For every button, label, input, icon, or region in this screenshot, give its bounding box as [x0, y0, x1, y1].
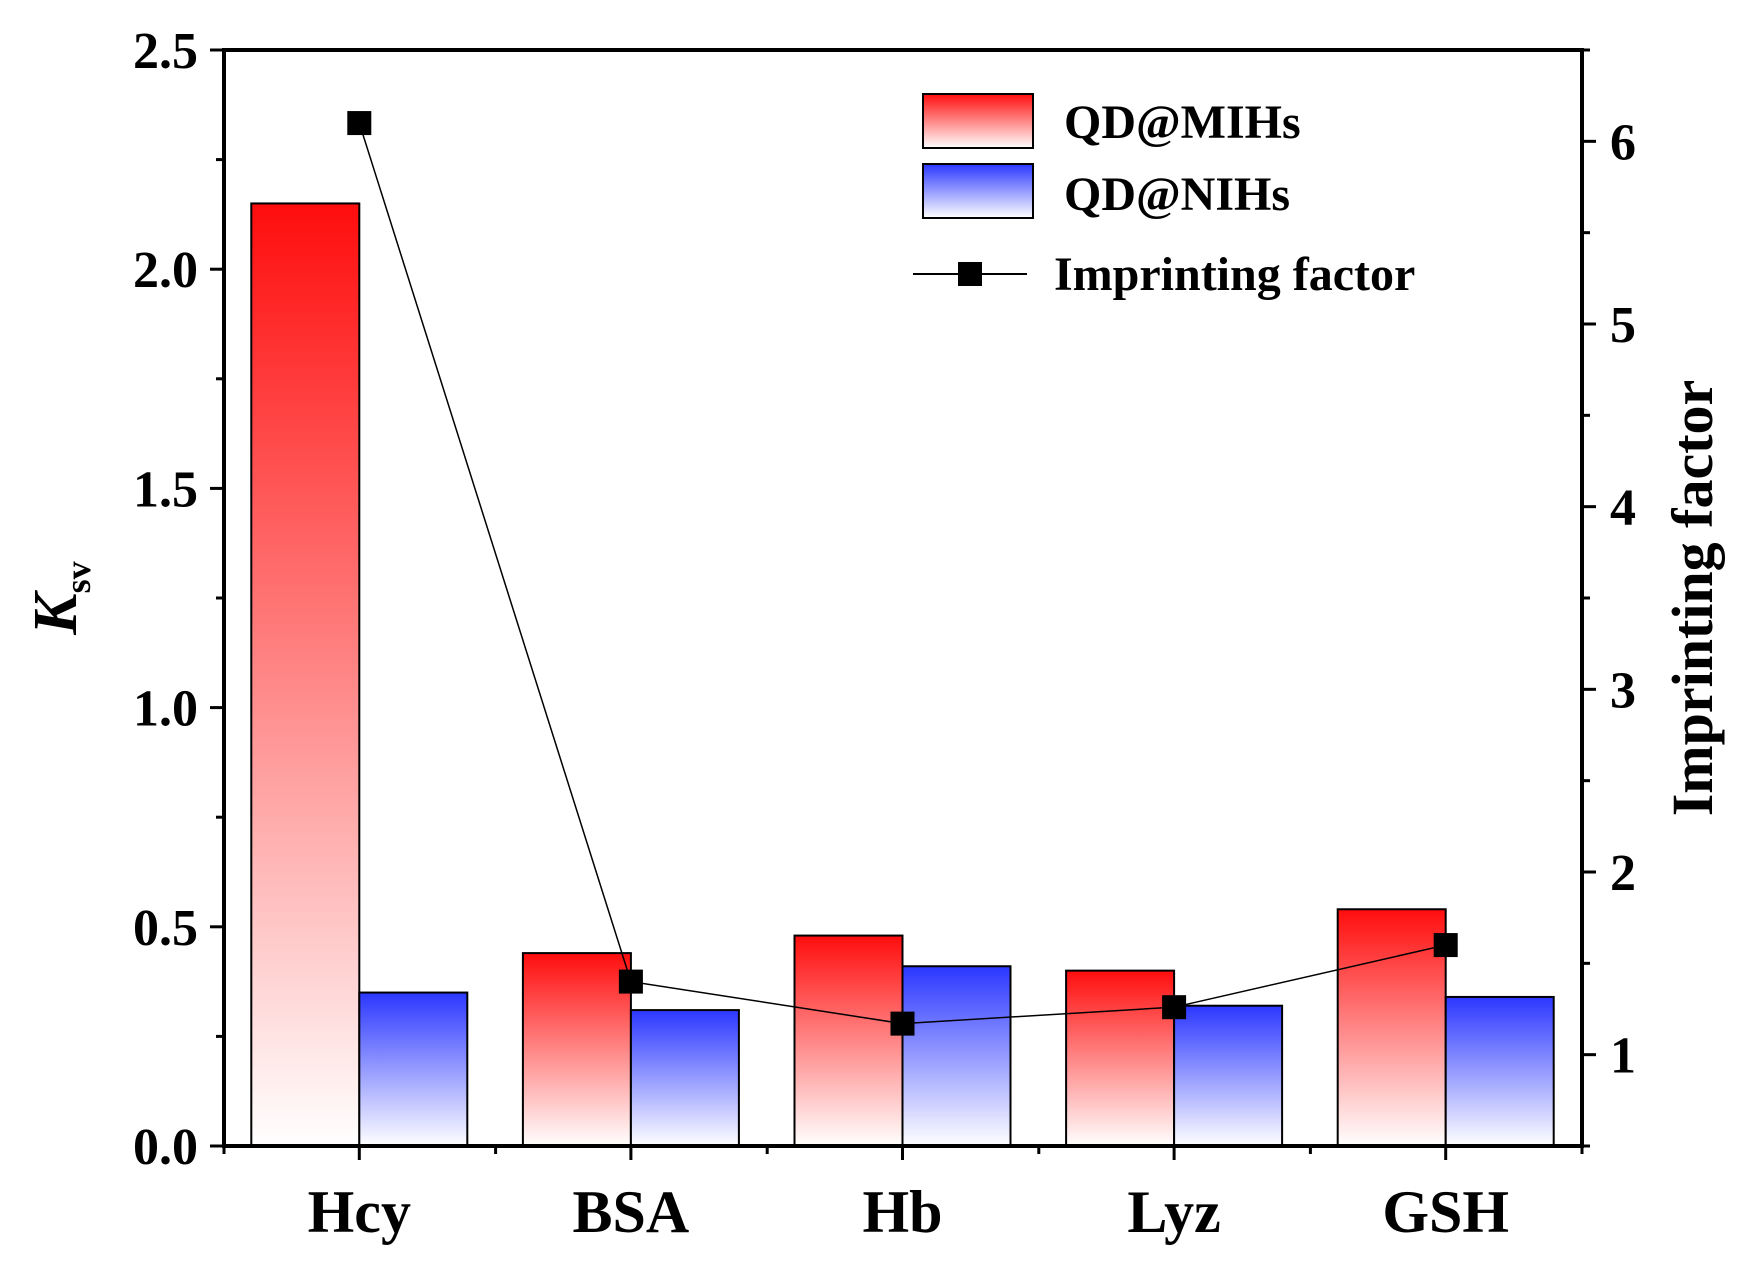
bar-nihs-lyz — [1173, 1004, 1284, 1147]
y-tick-label: 1.5 — [133, 461, 198, 518]
x-tick-label-lyz: Lyz — [1127, 1179, 1220, 1245]
y-tick-label: 0.5 — [133, 900, 198, 957]
y-tick-label: 2.0 — [133, 242, 198, 299]
imprinting-marker-bsa — [618, 969, 643, 994]
y2-axis-title: Imprinting factor — [1660, 380, 1725, 817]
y-tick-label: 2.5 — [133, 23, 198, 80]
y-tick-label: 0.0 — [133, 1119, 198, 1176]
y-tick-label: 1.0 — [133, 681, 198, 738]
legend-swatch-nihs — [922, 163, 1034, 219]
y2-tick-label: 6 — [1610, 114, 1636, 171]
bar-nihs-hcy — [358, 991, 469, 1147]
y2-tick-label: 5 — [1610, 297, 1636, 354]
y-axis-title-subscript: sv — [58, 561, 98, 593]
imprinting-marker-hb — [890, 1011, 915, 1036]
imprinting-line-layer — [347, 111, 1458, 1036]
axes-layer: 0.0 0.5 1.0 1.5 2.0 2.5 1 2 3 4 5 6 Hcy BSA Hb Lyz GSH — [133, 23, 1636, 1245]
bar-nihs-gsh — [1444, 995, 1555, 1147]
legend: QD@MIHs QD@NIHs Imprinting factor — [913, 93, 1415, 301]
bar-mihs-bsa — [521, 952, 632, 1147]
y2-tick-label: 1 — [1610, 1028, 1636, 1085]
imprinting-marker-hcy — [347, 111, 372, 136]
y2-tick-label: 4 — [1610, 480, 1636, 537]
y-axis-title-main: K — [22, 590, 90, 636]
y2-tick-label: 3 — [1610, 662, 1636, 719]
bar-mihs-hcy — [250, 202, 361, 1147]
x-tick-label-bsa: BSA — [573, 1179, 690, 1245]
bar-nihs-hb — [901, 965, 1012, 1147]
bar-mihs-lyz — [1065, 969, 1176, 1148]
y-axis-title: Ksv — [22, 561, 98, 635]
bar-mihs-gsh — [1336, 908, 1447, 1147]
imprinting-marker-lyz — [1162, 995, 1187, 1020]
legend-marker-imprinting — [958, 262, 982, 286]
bar-mihs-hb — [793, 934, 904, 1147]
bars-layer — [250, 202, 1555, 1148]
bar-nihs-bsa — [629, 1009, 740, 1148]
legend-label-mihs: QD@MIHs — [1064, 96, 1301, 149]
x-tick-label-hcy: Hcy — [308, 1179, 411, 1245]
y2-tick-label: 2 — [1610, 845, 1636, 902]
x-tick-label-gsh: GSH — [1382, 1179, 1509, 1245]
legend-swatch-mihs — [922, 93, 1034, 149]
imprinting-marker-gsh — [1433, 933, 1458, 958]
legend-label-imprinting: Imprinting factor — [1054, 248, 1415, 301]
x-tick-label-hb: Hb — [862, 1179, 942, 1245]
legend-label-nihs: QD@NIHs — [1064, 168, 1290, 221]
